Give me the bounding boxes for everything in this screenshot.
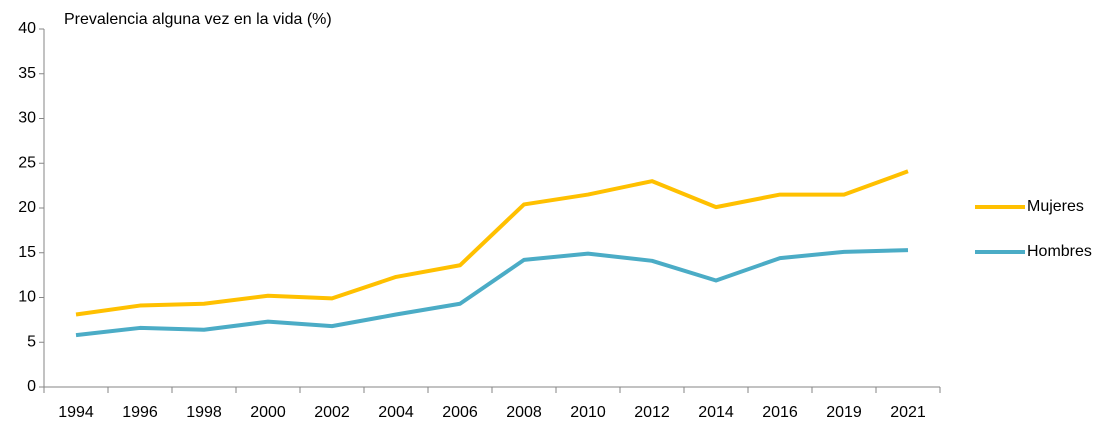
y-tick-label: 20 [18, 199, 36, 216]
x-tick-label: 2021 [890, 404, 926, 421]
legend-label: Mujeres [1027, 198, 1084, 215]
y-tick-label: 5 [27, 333, 36, 350]
y-tick-label: 15 [18, 244, 36, 261]
series-line [75, 169, 909, 317]
x-tick-label: 2008 [506, 404, 542, 421]
x-tick-label: 1996 [122, 404, 158, 421]
y-tick-label: 30 [18, 110, 36, 127]
y-tick-label: 35 [18, 65, 36, 82]
x-tick-label: 2012 [634, 404, 670, 421]
x-tick-label: 2004 [378, 404, 414, 421]
x-tick-label: 2010 [570, 404, 606, 421]
x-tick-label: 2016 [762, 404, 798, 421]
x-tick-label: 2006 [442, 404, 478, 421]
x-tick-label: 1998 [186, 404, 222, 421]
legend-label: Hombres [1027, 243, 1092, 260]
y-tick-label: 10 [18, 289, 36, 306]
series-line [75, 248, 909, 338]
y-tick-label: 40 [18, 20, 36, 37]
x-tick-label: 1994 [58, 404, 94, 421]
x-tick-label: 2002 [314, 404, 350, 421]
y-tick-label: 25 [18, 154, 36, 171]
x-tick-label: 2014 [698, 404, 734, 421]
chart-title: Prevalencia alguna vez en la vida (%) [64, 11, 332, 28]
x-tick-label: 2000 [250, 404, 286, 421]
x-tick-label: 2019 [826, 404, 862, 421]
y-tick-label: 0 [27, 378, 36, 395]
